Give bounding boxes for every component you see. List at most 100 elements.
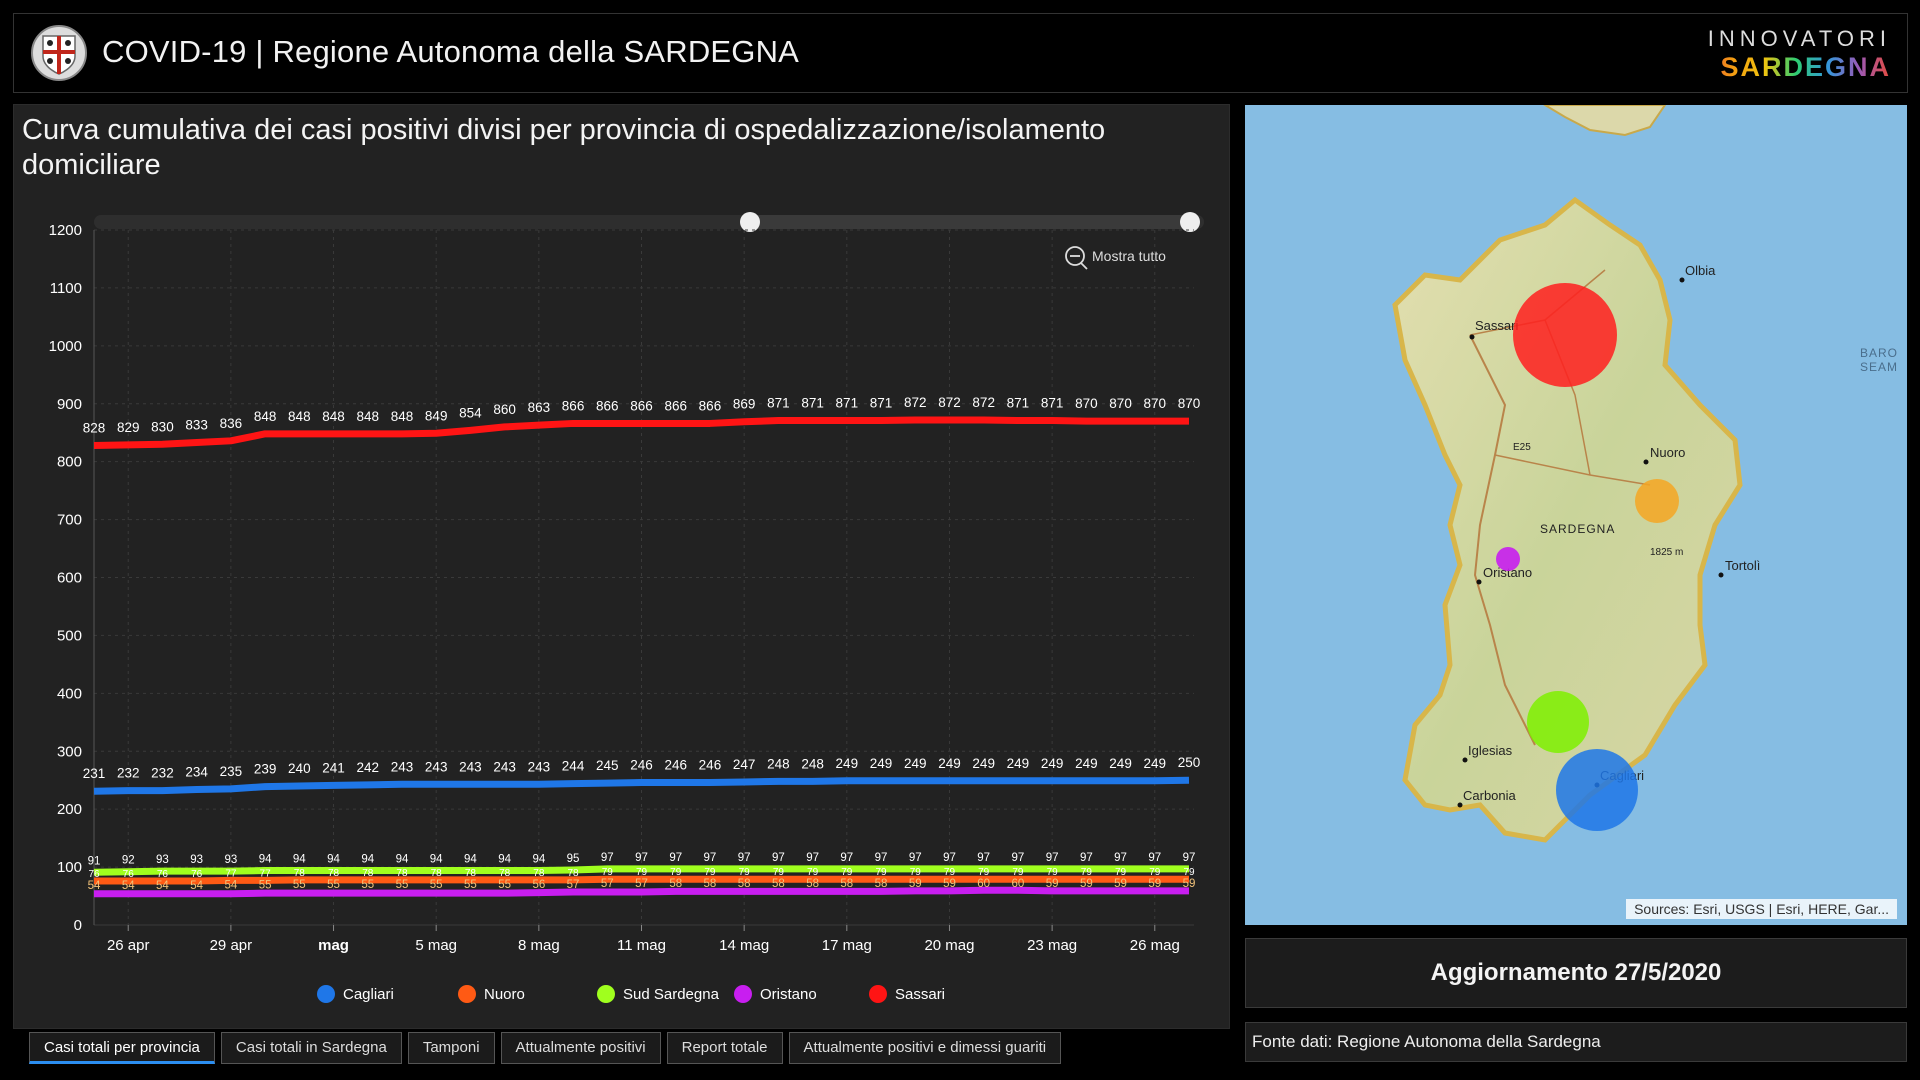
data-label-nuoro: 79	[1183, 867, 1195, 878]
data-label-sud-sardegna: 97	[1148, 852, 1161, 864]
data-label-sud-sardegna: 97	[909, 852, 922, 864]
x-tick-label: 8 mag	[518, 937, 560, 954]
tab-attualmente-positivi-e-dimessi-guariti[interactable]: Attualmente positivi e dimessi guariti	[788, 1032, 1062, 1064]
data-label-nuoro: 79	[944, 867, 956, 878]
data-label-sud-sardegna: 97	[1114, 852, 1127, 864]
bubble-sassari[interactable]	[1513, 283, 1617, 387]
data-label-oristano: 60	[1012, 878, 1025, 890]
data-label-sassari: 870	[1109, 396, 1132, 411]
map-label-seam: SEAM	[1860, 360, 1898, 374]
data-label-sassari: 833	[185, 418, 208, 433]
data-label-oristano: 54	[156, 880, 169, 892]
x-tick-label: 5 mag	[415, 937, 457, 954]
range-slider-handle-right[interactable]	[1180, 212, 1200, 232]
legend-label-sassari[interactable]: Sassari	[895, 986, 945, 1003]
data-label-nuoro: 77	[260, 868, 272, 879]
update-date: Aggiornamento 27/5/2020	[1430, 959, 1722, 986]
data-label-sud-sardegna: 97	[1183, 852, 1196, 864]
legend-label-nuoro[interactable]: Nuoro	[484, 986, 525, 1003]
series-line-sassari	[93, 416, 1189, 449]
bubble-sud-sardegna[interactable]	[1527, 691, 1589, 753]
data-label-cagliari: 232	[117, 766, 140, 781]
data-label-oristano: 55	[361, 879, 374, 891]
data-label-cagliari: 248	[801, 756, 824, 771]
data-label-oristano: 58	[840, 878, 853, 890]
province-bubbles	[1496, 283, 1679, 831]
data-label-cagliari: 246	[664, 758, 687, 773]
tab-attualmente-positivi[interactable]: Attualmente positivi	[500, 1032, 661, 1064]
tab-casi-totali-in-sardegna[interactable]: Casi totali in Sardegna	[220, 1032, 402, 1064]
tab-casi-totali-per-provincia[interactable]: Casi totali per provincia	[29, 1032, 215, 1064]
range-slider-selection[interactable]	[750, 215, 1194, 229]
bubble-cagliari[interactable]	[1556, 749, 1638, 831]
chart-title: Curva cumulativa dei casi positivi divis…	[22, 114, 1106, 181]
data-label-nuoro: 79	[1149, 867, 1161, 878]
data-label-sud-sardegna: 94	[361, 854, 374, 866]
data-label-sassari: 866	[664, 398, 687, 413]
data-label-oristano: 56	[532, 879, 545, 891]
legend-marker-nuoro[interactable]	[458, 985, 476, 1003]
data-label-sud-sardegna: 97	[1046, 852, 1059, 864]
data-label-nuoro: 78	[396, 868, 408, 879]
legend-marker-sassari[interactable]	[869, 985, 887, 1003]
data-label-oristano: 58	[806, 878, 819, 890]
legend-label-cagliari[interactable]: Cagliari	[343, 986, 394, 1003]
update-panel: Aggiornamento 27/5/2020	[1245, 938, 1907, 1008]
data-label-sassari: 872	[904, 395, 927, 410]
data-label-nuoro: 79	[773, 867, 785, 878]
legend-marker-oristano[interactable]	[734, 985, 752, 1003]
data-label-oristano: 55	[327, 879, 340, 891]
legend-label-sud-sardegna[interactable]: Sud Sardegna	[623, 986, 720, 1003]
x-tick-label: 14 mag	[719, 937, 769, 954]
y-tick-label: 100	[57, 859, 82, 876]
data-label-oristano: 58	[669, 878, 682, 890]
bubble-oristano[interactable]	[1496, 547, 1520, 571]
data-label-cagliari: 243	[391, 759, 414, 774]
data-label-nuoro: 79	[875, 867, 887, 878]
data-label-sassari: 866	[630, 398, 653, 413]
corsica-coast	[1543, 105, 1667, 137]
data-label-sud-sardegna: 93	[156, 854, 169, 866]
data-label-oristano: 55	[430, 879, 443, 891]
tab-report-totale[interactable]: Report totale	[666, 1032, 783, 1064]
data-label-nuoro: 79	[1081, 867, 1093, 878]
data-label-cagliari: 249	[1007, 756, 1030, 771]
tab-bar: Casi totali per provincia Casi totali in …	[29, 1032, 1067, 1066]
map-label-tortoli: Tortolì	[1725, 558, 1760, 573]
data-label-cagliari: 232	[151, 766, 174, 781]
data-label-nuoro: 79	[1047, 867, 1059, 878]
legend-marker-cagliari[interactable]	[317, 985, 335, 1003]
show-all-button[interactable]: Mostra tutto	[1092, 248, 1166, 264]
sardinia-map[interactable]: Olbia Sassari Nuoro SARDEGNA 1825 m Oris…	[1245, 105, 1907, 925]
data-label-oristano: 59	[1148, 878, 1161, 890]
data-label-cagliari: 240	[288, 761, 311, 776]
data-label-oristano: 58	[704, 878, 717, 890]
bubble-nuoro[interactable]	[1635, 479, 1679, 523]
data-label-sassari: 870	[1178, 396, 1201, 411]
map-label-e25: E25	[1513, 442, 1531, 453]
range-slider-handle-left[interactable]	[740, 212, 760, 232]
data-label-cagliari: 246	[630, 758, 653, 773]
data-label-oristano: 59	[1046, 878, 1059, 890]
sardinia-island	[1392, 196, 1743, 843]
legend-marker-sud-sardegna[interactable]	[597, 985, 615, 1003]
data-label-sassari: 866	[699, 398, 722, 413]
tab-tamponi[interactable]: Tamponi	[407, 1032, 495, 1064]
data-label-sud-sardegna: 94	[396, 854, 409, 866]
data-label-sud-sardegna: 97	[875, 852, 888, 864]
data-label-cagliari: 249	[1041, 756, 1064, 771]
zoom-out-icon[interactable]	[1065, 246, 1085, 266]
map-label-iglesias: Iglesias	[1468, 743, 1513, 758]
map-canvas[interactable]: Olbia Sassari Nuoro SARDEGNA 1825 m Oris…	[1245, 105, 1907, 925]
data-label-oristano: 55	[259, 879, 272, 891]
data-label-sud-sardegna: 92	[122, 855, 135, 867]
data-label-sud-sardegna: 94	[293, 854, 306, 866]
brand-bottom-text: SARDEGNA	[1701, 52, 1891, 83]
y-tick-label: 1100	[50, 280, 82, 297]
data-label-cagliari: 250	[1178, 755, 1201, 770]
data-label-sassari: 871	[870, 396, 893, 411]
data-label-sud-sardegna: 97	[806, 852, 819, 864]
data-label-cagliari: 249	[836, 756, 859, 771]
data-label-oristano: 55	[293, 879, 306, 891]
legend-label-oristano[interactable]: Oristano	[760, 986, 817, 1003]
